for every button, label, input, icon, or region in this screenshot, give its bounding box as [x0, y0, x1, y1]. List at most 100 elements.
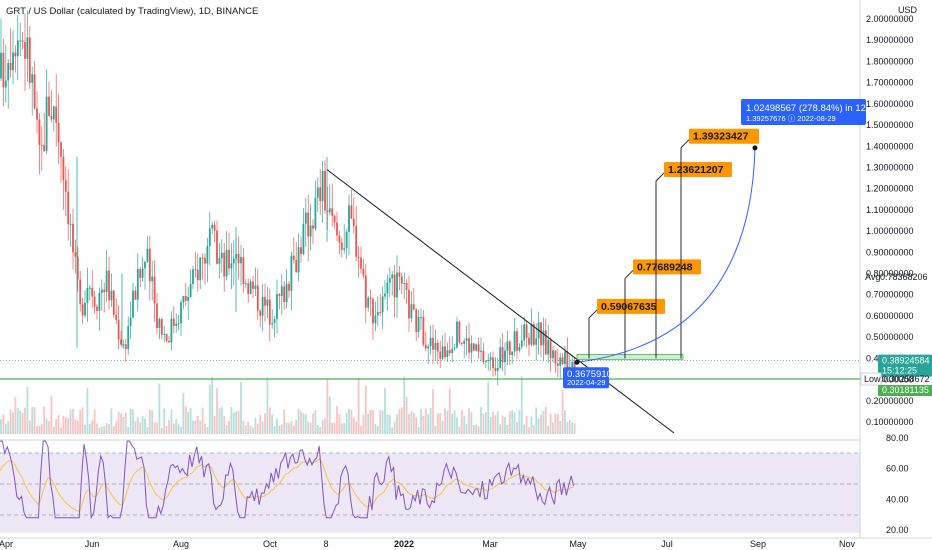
candle-body[interactable]: [362, 268, 365, 276]
candle-body[interactable]: [316, 187, 319, 198]
time-axis[interactable]: Apr Jun Aug Oct 8 2022 Mar May Jul Sep Nov: [0, 539, 855, 549]
candle-body[interactable]: [110, 290, 113, 301]
candle-body[interactable]: [271, 323, 274, 325]
candle-body[interactable]: [7, 62, 10, 81]
candle-body[interactable]: [343, 248, 346, 250]
candle-body[interactable]: [288, 283, 290, 291]
candle-body[interactable]: [376, 312, 379, 316]
candle-body[interactable]: [134, 290, 137, 300]
candle-body[interactable]: [403, 282, 406, 284]
candle-body[interactable]: [552, 350, 554, 359]
candle-body[interactable]: [55, 106, 58, 123]
candle-body[interactable]: [180, 302, 182, 324]
main-pane[interactable]: [0, 0, 860, 440]
candle-body[interactable]: [292, 255, 295, 260]
candle-body[interactable]: [494, 368, 497, 371]
candle-body[interactable]: [484, 361, 487, 363]
candle-body[interactable]: [153, 276, 156, 304]
candle-body[interactable]: [213, 224, 216, 231]
candle-body[interactable]: [242, 257, 245, 285]
candle-body[interactable]: [525, 324, 528, 338]
candle-body[interactable]: [520, 340, 523, 347]
candle-body[interactable]: [460, 342, 463, 344]
candle-body[interactable]: [189, 283, 192, 297]
candle-body[interactable]: [86, 287, 89, 303]
candle-body[interactable]: [211, 224, 214, 229]
candle-body[interactable]: [540, 322, 542, 346]
candle-body[interactable]: [84, 302, 86, 316]
candle-body[interactable]: [463, 340, 466, 344]
candle-body[interactable]: [81, 304, 84, 316]
candle-body[interactable]: [230, 263, 233, 269]
candle-body[interactable]: [511, 351, 514, 356]
candle-body[interactable]: [300, 247, 302, 255]
candle-body[interactable]: [249, 281, 252, 294]
candle-body[interactable]: [139, 268, 142, 278]
candle-body[interactable]: [364, 275, 367, 308]
candle-body[interactable]: [127, 326, 130, 350]
candle-body[interactable]: [220, 252, 223, 259]
candle-body[interactable]: [523, 324, 526, 341]
candle-body[interactable]: [379, 312, 382, 314]
candle-body[interactable]: [117, 319, 120, 340]
candle-body[interactable]: [93, 296, 96, 307]
candle-body[interactable]: [261, 296, 264, 316]
candle-body[interactable]: [571, 361, 574, 368]
fib-level-tag[interactable]: [633, 259, 701, 275]
candle-body[interactable]: [348, 205, 350, 232]
candle-body[interactable]: [297, 247, 300, 273]
candle-body[interactable]: [285, 283, 288, 303]
candle-body[interactable]: [304, 212, 307, 224]
candle-body[interactable]: [206, 246, 209, 264]
candle-body[interactable]: [43, 145, 46, 151]
candle-body[interactable]: [506, 341, 509, 351]
candle-body[interactable]: [105, 270, 108, 293]
candle-body[interactable]: [432, 337, 434, 350]
candle-body[interactable]: [170, 318, 173, 343]
candle-body[interactable]: [225, 249, 228, 277]
candle-body[interactable]: [69, 223, 72, 225]
candle-body[interactable]: [369, 297, 372, 300]
candle-body[interactable]: [259, 310, 262, 316]
candle-body[interactable]: [424, 344, 427, 349]
candle-body[interactable]: [386, 282, 389, 294]
candle-body[interactable]: [492, 357, 494, 369]
candle-body[interactable]: [168, 340, 170, 343]
candle-body[interactable]: [158, 319, 161, 328]
candle-body[interactable]: [9, 62, 12, 71]
candle-body[interactable]: [532, 323, 535, 345]
candle-body[interactable]: [40, 144, 43, 146]
candle-body[interactable]: [487, 359, 490, 362]
candle-body[interactable]: [175, 323, 178, 326]
candle-body[interactable]: [108, 270, 110, 301]
candle-body[interactable]: [19, 40, 22, 42]
candle-body[interactable]: [103, 289, 106, 293]
candle-body[interactable]: [216, 230, 218, 264]
candle-body[interactable]: [266, 299, 269, 306]
candle-body[interactable]: [278, 294, 281, 296]
candle-body[interactable]: [48, 96, 50, 116]
candles[interactable]: [0, 10, 576, 388]
candle-body[interactable]: [559, 357, 562, 366]
candle-body[interactable]: [324, 170, 326, 211]
last-price-tag[interactable]: [878, 354, 932, 377]
candle-body[interactable]: [52, 106, 55, 120]
candle-body[interactable]: [518, 346, 521, 351]
candle-body[interactable]: [254, 285, 257, 289]
candle-body[interactable]: [67, 191, 70, 225]
candle-body[interactable]: [391, 274, 394, 279]
candle-body[interactable]: [482, 350, 485, 363]
candle-body[interactable]: [458, 321, 461, 343]
candle-body[interactable]: [314, 197, 317, 229]
candle-body[interactable]: [64, 180, 67, 192]
candle-body[interactable]: [91, 287, 94, 297]
candle-body[interactable]: [360, 257, 362, 269]
candle-body[interactable]: [480, 350, 482, 352]
candle-body[interactable]: [144, 261, 146, 269]
candle-body[interactable]: [228, 249, 230, 269]
candle-body[interactable]: [381, 296, 384, 313]
candle-body[interactable]: [100, 289, 103, 294]
candle-body[interactable]: [268, 299, 271, 325]
candle-body[interactable]: [441, 346, 444, 359]
start-point-tag[interactable]: [563, 367, 609, 389]
